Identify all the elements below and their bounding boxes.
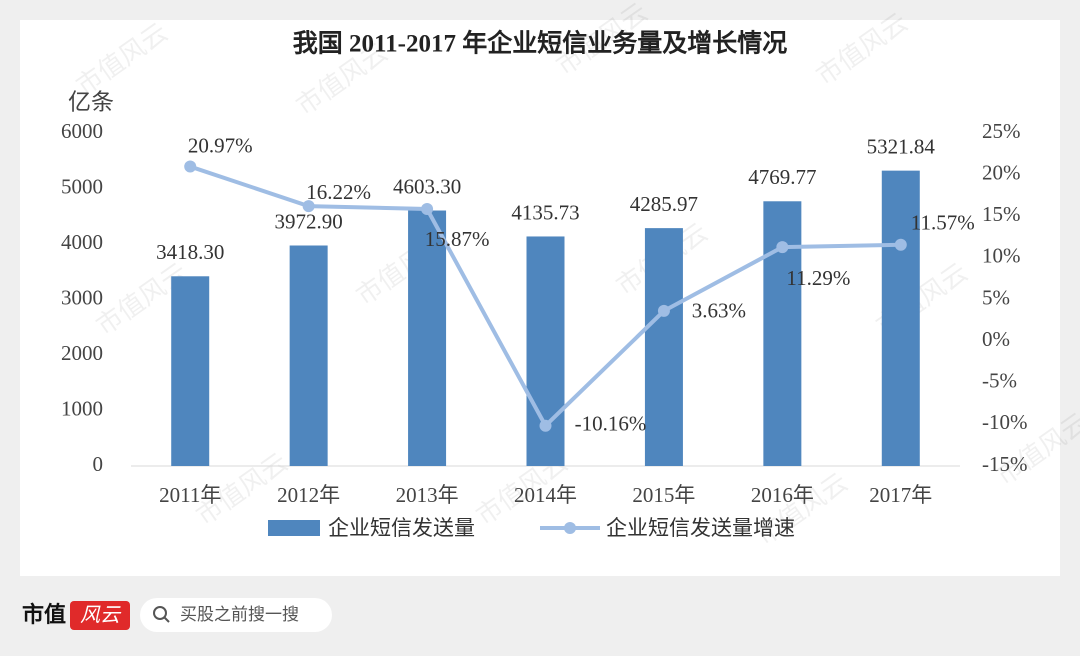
bar — [289, 245, 328, 466]
search-box[interactable] — [140, 598, 332, 632]
search-placeholder[interactable]: 买股之前搜一搜 — [180, 605, 299, 625]
chart-title: 我国 2011-2017 年企业短信业务量及增长情况 — [293, 29, 787, 58]
y2-tick-label: -15% — [982, 452, 1028, 476]
footer-logo-box — [70, 601, 130, 630]
line-marker — [302, 200, 315, 213]
line-value-label: 11.29% — [786, 266, 850, 290]
x-tick-label: 2016年 — [751, 483, 814, 507]
y2-tick-label: -10% — [982, 410, 1028, 434]
y2-tick-label: 25% — [982, 119, 1021, 143]
y-tick-label: 4000 — [61, 230, 103, 254]
line-marker — [657, 304, 670, 317]
y-tick-label: 1000 — [61, 396, 103, 420]
line-marker — [776, 241, 789, 254]
bar-value-label: 4135.73 — [511, 200, 579, 224]
legend-swatch — [564, 522, 576, 534]
x-tick-label: 2014年 — [514, 483, 577, 507]
x-tick-label: 2017年 — [869, 483, 932, 507]
y2-tick-label: -5% — [982, 369, 1017, 393]
y2-tick-label: 0% — [982, 327, 1010, 351]
y2-tick-label: 5% — [982, 285, 1010, 309]
line-marker — [894, 238, 907, 251]
line-marker — [421, 203, 434, 216]
x-tick-label: 2011年 — [159, 483, 221, 507]
y2-tick-label: 15% — [982, 202, 1021, 226]
line-value-label: 3.63% — [692, 299, 746, 323]
bar — [763, 201, 802, 466]
y2-tick-label: 10% — [982, 244, 1021, 268]
bar-value-label: 5321.84 — [867, 134, 936, 158]
bar — [644, 228, 683, 466]
line-value-label: 11.57% — [911, 211, 975, 235]
y-tick-label: 2000 — [61, 341, 103, 365]
line-value-label: 16.22% — [306, 180, 371, 204]
line-marker — [539, 419, 552, 432]
line-value-label: -10.16% — [575, 412, 647, 436]
x-tick-label: 2013年 — [396, 483, 459, 507]
y-axis-unit: 亿条 — [68, 90, 114, 116]
legend-label: 企业短信发送量 — [328, 516, 475, 540]
bar-value-label: 4285.97 — [630, 192, 698, 216]
y-tick-label: 3000 — [61, 285, 103, 309]
search-icon — [153, 606, 167, 620]
x-tick-label: 2012年 — [277, 483, 340, 507]
footer-logo: 风云 — [80, 603, 122, 627]
y-tick-label: 0 — [93, 452, 104, 476]
line-marker — [184, 160, 197, 173]
bar — [408, 210, 447, 466]
y-tick-label: 6000 — [61, 119, 103, 143]
legend-label: 企业短信发送量增速 — [606, 516, 795, 540]
x-tick-label: 2015年 — [632, 483, 695, 507]
search-icon — [163, 616, 170, 623]
line-value-label: 20.97% — [188, 133, 253, 157]
bar-value-label: 3972.90 — [275, 209, 343, 233]
y2-tick-label: 20% — [982, 160, 1021, 184]
footer-brand: 市值 — [22, 602, 66, 628]
y-tick-label: 5000 — [61, 174, 103, 198]
bar-value-label: 3418.30 — [156, 240, 224, 264]
bar — [171, 276, 210, 466]
bar-value-label: 4769.77 — [748, 165, 816, 189]
bar-value-label: 4603.30 — [393, 174, 461, 198]
legend-swatch — [268, 520, 320, 536]
line-value-label: 15.87% — [425, 227, 490, 251]
bar — [881, 170, 920, 466]
footer: 市值 风云 买股之前搜一搜 — [22, 598, 332, 632]
